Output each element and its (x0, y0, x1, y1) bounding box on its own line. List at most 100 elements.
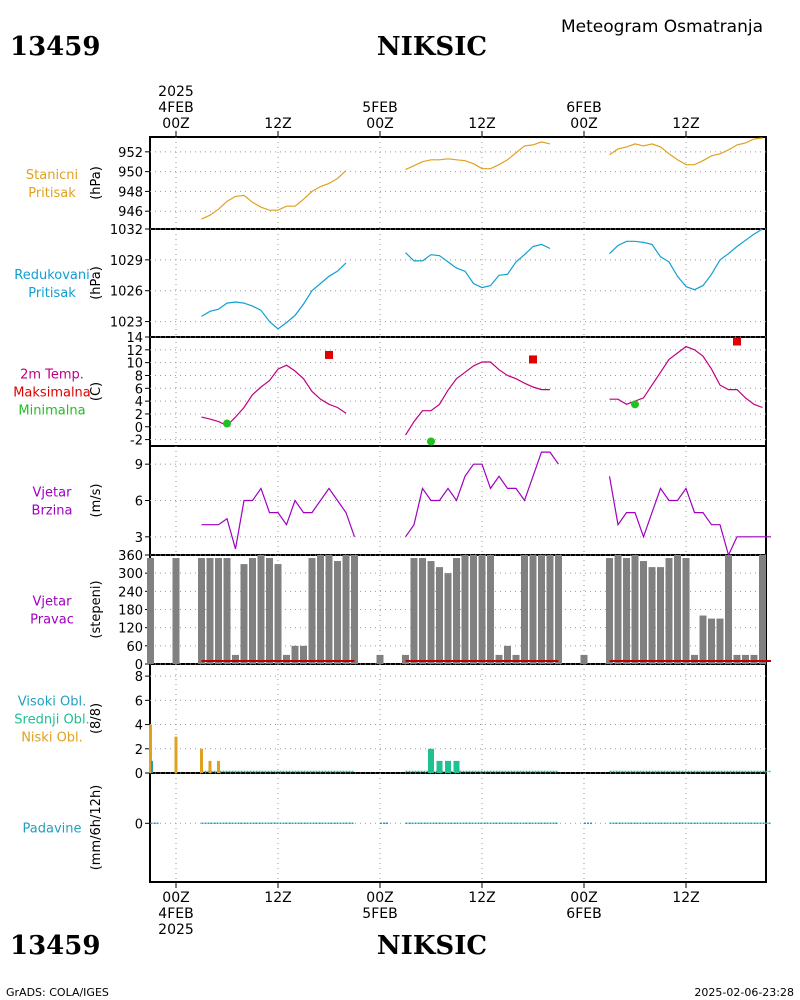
wind-dir-bar (427, 561, 435, 664)
panel-precipitation: 0 (mm/6h/12h) Padavine (23, 773, 771, 883)
series-line-wind_speed (201, 487, 356, 550)
series-line-station_pressure (405, 141, 551, 171)
station-id-bottom: 13459 (10, 931, 100, 961)
unit-label: (C) (89, 382, 104, 401)
wind-dir-bar (606, 558, 613, 664)
y-tick-label: 360 (118, 549, 143, 564)
tmin-marker (223, 419, 231, 428)
series-line-station_pressure (609, 137, 763, 166)
wind-dir-bar (665, 558, 673, 664)
panel-label: Vjetar (33, 486, 73, 501)
unit-label: (hPa) (89, 166, 104, 200)
wind-dir-bar (232, 654, 239, 664)
y-tick-label: 10 (126, 357, 143, 372)
wind-dir-bar (444, 573, 452, 664)
panel-label: Minimalna (18, 404, 85, 419)
panel-label: Visoki Obl. (18, 695, 86, 710)
wind-dir-bar (300, 645, 307, 664)
time-label-top: 6FEB (566, 100, 601, 116)
panel-wind_speed: 3 6 9 (m/s) Vjetar Brzina (32, 446, 771, 557)
panel-label: Pritisak (28, 186, 76, 201)
y-tick-label: 950 (118, 166, 143, 181)
wind-dir-bar (206, 558, 214, 664)
wind-dir-bar (538, 555, 545, 664)
wind-dir-bar (402, 654, 409, 664)
panel-label: Redukovani (14, 268, 89, 283)
panel-label: Padavine (23, 822, 82, 837)
y-tick-label: 4 (135, 395, 143, 410)
panel-label: Pritisak (28, 286, 76, 301)
wind-dir-bar (614, 555, 622, 664)
panel-label: Brzina (32, 504, 73, 519)
wind-dir-bar (351, 555, 358, 664)
wind-dir-bar (623, 558, 630, 664)
time-label-bottom: 2025 (158, 922, 194, 938)
cloud-bar (149, 724, 152, 773)
time-label-top: 12Z (264, 116, 291, 132)
wind-dir-bar (317, 555, 324, 664)
panel-wind_direction: 0 60 120 180 240 300 360 (stepeni) Vjetar Pravac (30, 549, 771, 673)
y-tick-label: 3 (135, 531, 143, 546)
time-label-top: 2025 (158, 84, 194, 100)
tmax-marker (325, 350, 333, 359)
wind-dir-bar (512, 654, 520, 664)
wind-dir-bar (410, 558, 418, 664)
timestamp-text: 2025-02-06-23:28 (694, 986, 794, 999)
wind-dir-bar (198, 558, 205, 664)
wind-dir-bar (495, 654, 503, 664)
y-tick-label: 6 (135, 382, 143, 397)
time-label-top: 4FEB (158, 100, 193, 116)
y-tick-label: 0 (135, 817, 143, 832)
y-tick-label: 1026 (110, 285, 143, 300)
series-line-reduced_pressure (201, 262, 347, 330)
cloud-bar (436, 760, 443, 773)
wind-dir-bar (733, 654, 741, 664)
y-tick-label: 300 (118, 567, 143, 582)
series-line-reduced_pressure (405, 243, 551, 289)
wind-dir-bar (283, 654, 290, 664)
time-label-bottom: 00Z (570, 890, 597, 906)
wind-dir-bar (249, 558, 256, 664)
wind-dir-bar (580, 654, 588, 664)
series-line-station_pressure (201, 170, 347, 220)
y-tick-label: 1023 (110, 316, 143, 331)
time-label-bottom: 5FEB (362, 906, 397, 922)
cloud-bar (428, 748, 434, 773)
wind-dir-bar (699, 615, 707, 664)
cloud-bar (151, 760, 153, 773)
y-tick-label: -2 (130, 434, 143, 449)
wind-dir-bar (487, 555, 494, 664)
time-label-bottom: 4FEB (158, 906, 193, 922)
wind-dir-bar (470, 555, 477, 664)
product-title: Meteogram Osmatranja (561, 17, 763, 37)
y-tick-label: 946 (118, 205, 143, 220)
y-tick-label: 120 (118, 622, 143, 637)
wind-dir-bar (215, 558, 222, 664)
time-label-top: 12Z (672, 116, 699, 132)
y-tick-label: 1029 (110, 254, 143, 269)
y-tick-label: 8 (135, 369, 143, 384)
wind-dir-bar (436, 567, 443, 664)
time-label-top: 00Z (366, 116, 393, 132)
y-tick-label: 2 (135, 408, 143, 423)
y-tick-label: 60 (126, 640, 143, 655)
wind-dir-bar (147, 558, 154, 664)
series-line-wind_speed (405, 451, 559, 538)
time-label-bottom: 12Z (468, 890, 495, 906)
cloud-bar (217, 760, 220, 773)
panel-clouds: 0 2 4 6 8 (8/8)Visoki Obl. Srednji Obl. Niski O… (14, 664, 771, 782)
cloud-bar (200, 748, 203, 773)
series-line-wind_speed (608, 476, 771, 557)
unit-label: (8/8) (89, 703, 104, 734)
panel-label: 2m Temp. (20, 368, 84, 383)
wind-dir-bar (504, 645, 511, 664)
y-tick-label: 14 (126, 331, 143, 346)
y-tick-label: 2 (135, 743, 143, 758)
time-label-bottom: 6FEB (566, 906, 601, 922)
wind-dir-bar (674, 555, 681, 664)
time-label-bottom: 00Z (366, 890, 393, 906)
station-id-top: 13459 (10, 32, 100, 62)
series-line-reduced_pressure (609, 228, 763, 291)
tmax-marker (529, 355, 537, 364)
